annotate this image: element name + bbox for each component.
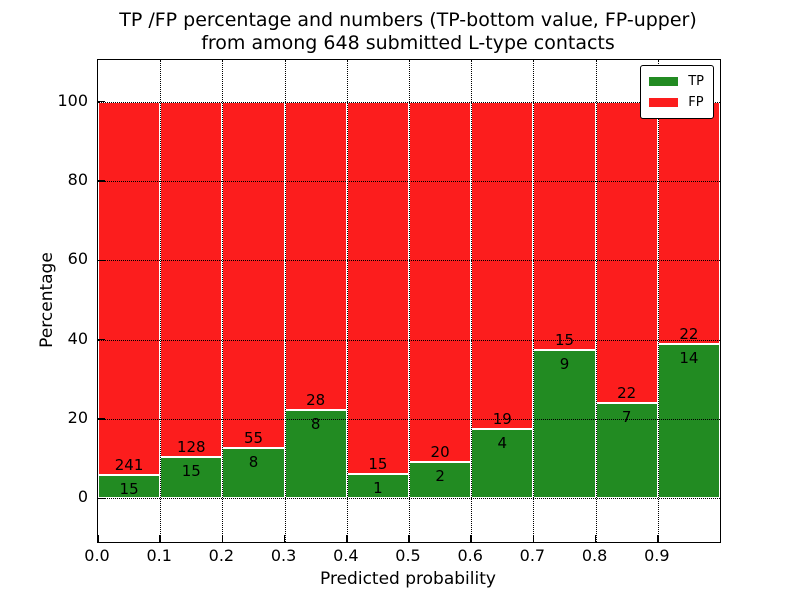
tp-count-label: 2: [435, 467, 445, 486]
x-tick-mark: [470, 535, 472, 542]
fp-count-label: 22: [679, 325, 699, 344]
fp-count-label: 55: [243, 428, 264, 447]
x-tick-mark: [408, 535, 410, 542]
y-axis-label: Percentage: [37, 252, 57, 348]
y-tick-mark: [98, 259, 105, 262]
bar-segment-fp: [409, 101, 472, 463]
x-tick-mark: [97, 535, 99, 542]
bar-segment-fp: [222, 101, 285, 448]
bar-segment-fp: [533, 101, 596, 350]
x-tick-label: 0.8: [581, 546, 608, 565]
tp-count-label: 14: [679, 349, 699, 368]
bar-segment-fp: [471, 101, 534, 430]
x-tick-label: 0.7: [519, 546, 546, 565]
x-tick-mark: [532, 535, 535, 542]
fp-count-label: 15: [368, 454, 388, 473]
tp-count-label: 15: [181, 461, 201, 480]
x-tick-label: 0.0: [84, 546, 110, 565]
x-tick-mark: [594, 535, 597, 542]
bar-segment-tp: [98, 475, 161, 499]
fp-count-label: 20: [430, 443, 450, 462]
x-gridline: [222, 60, 224, 542]
bar-segment-tp: [657, 344, 720, 499]
bar-segment-tp: [595, 402, 658, 499]
x-gridline: [533, 60, 535, 542]
legend-label-fp: FP: [688, 95, 704, 110]
x-tick-mark: [283, 535, 286, 542]
bar-segment-fp: [595, 101, 658, 403]
x-tick-label: 0.6: [457, 546, 483, 565]
y-tick-label: 20: [67, 408, 88, 428]
x-gridline: [160, 60, 162, 542]
legend-swatch-fp: [649, 98, 679, 107]
x-tick-label: 0.9: [644, 546, 670, 565]
legend-label-tp: TP: [688, 74, 704, 89]
y-tick-label: 100: [57, 90, 88, 110]
legend-item-fp: FP: [649, 92, 704, 113]
tp-count-label: 15: [119, 480, 139, 499]
legend: TP FP: [640, 65, 714, 119]
tp-count-label: 8: [248, 452, 259, 471]
fp-count-label: 241: [114, 456, 144, 475]
x-tick-mark: [346, 535, 348, 542]
bar-segment-fp: [98, 101, 161, 476]
x-tick-label: 0.3: [270, 546, 297, 565]
y-tick-label: 80: [67, 169, 88, 189]
y-tick-mark: [98, 180, 105, 182]
fp-count-label: 128: [176, 437, 206, 456]
y-tick-label: 60: [67, 249, 88, 269]
x-tick-label: 0.5: [395, 546, 421, 565]
y-tick-mark: [98, 100, 105, 103]
tp-count-label: 4: [497, 434, 508, 453]
chart-title-line1: TP /FP percentage and numbers (TP-bottom…: [119, 9, 697, 31]
tp-count-label: 9: [559, 354, 570, 373]
x-tick-mark: [221, 535, 224, 542]
chart-title: TP /FP percentage and numbers (TP-bottom…: [97, 9, 719, 55]
bar-segment-fp: [657, 101, 720, 345]
x-tick-mark: [159, 535, 161, 542]
y-tick-label: 0: [77, 487, 88, 507]
tp-count-label: 1: [373, 478, 383, 497]
x-gridline: [657, 60, 659, 542]
x-gridline: [471, 60, 473, 542]
x-gridline: [595, 60, 597, 542]
x-gridline: [346, 60, 348, 542]
y-tick-label: 40: [67, 328, 88, 348]
bar-segment-tp: [471, 429, 534, 499]
fp-count-label: 22: [617, 383, 637, 402]
bar-segment-tp: [160, 456, 223, 499]
chart-title-line2: from among 648 submitted L-type contacts: [201, 32, 615, 54]
x-tick-label: 0.4: [333, 546, 359, 565]
y-tick-mark: [98, 418, 105, 420]
fp-count-label: 19: [492, 410, 512, 429]
x-gridline: [284, 60, 286, 542]
y-tick-mark: [98, 497, 105, 500]
bar-segment-fp: [160, 101, 223, 457]
x-axis-label: Predicted probability: [320, 569, 496, 589]
x-tick-label: 0.2: [208, 546, 235, 565]
fp-count-label: 15: [554, 330, 575, 349]
x-tick-label: 0.1: [146, 546, 172, 565]
tp-count-label: 8: [310, 415, 321, 434]
tp-count-label: 7: [621, 407, 632, 426]
legend-item-tp: TP: [649, 71, 704, 92]
x-tick-mark: [657, 535, 659, 542]
legend-swatch-tp: [649, 77, 679, 86]
bar-segment-tp: [222, 447, 285, 499]
y-tick-mark: [98, 338, 105, 341]
plot-area: TP FP 241 15 128 15 55 8 28 8 15 1 20 2 19 4 15 9 22 7 22 14: [97, 59, 721, 543]
bar-segment-fp: [346, 101, 409, 474]
x-gridline: [409, 60, 410, 542]
fp-count-label: 28: [306, 391, 326, 410]
bar-segment-fp: [284, 101, 347, 411]
